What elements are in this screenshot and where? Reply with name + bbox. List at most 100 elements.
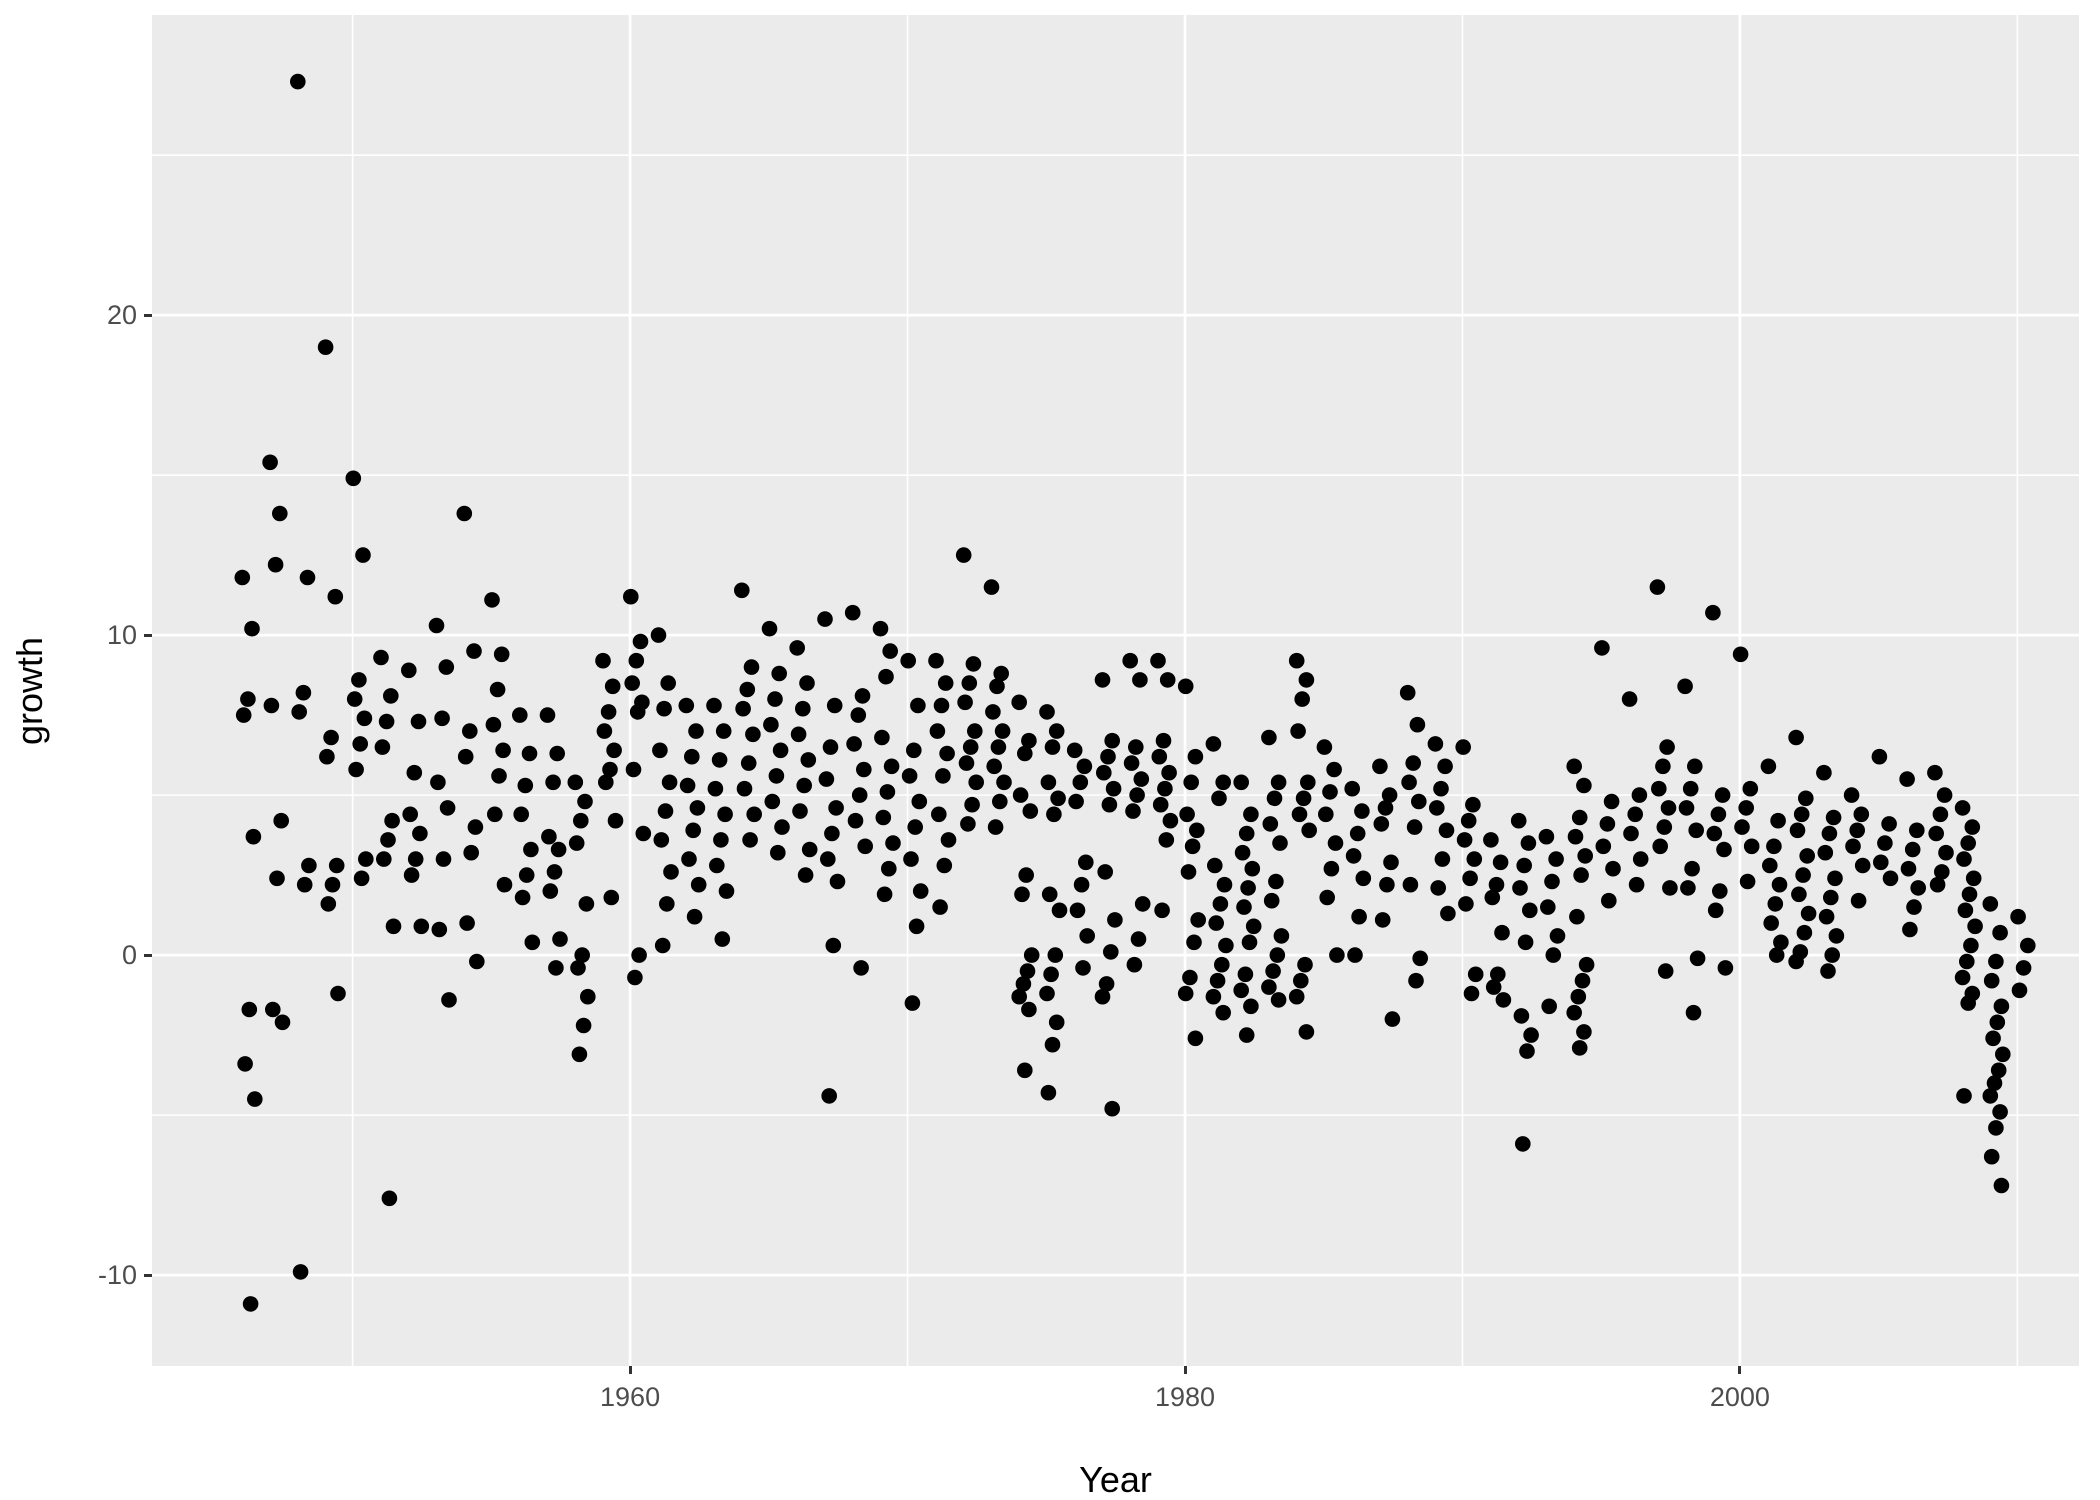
data-point <box>295 684 312 701</box>
data-point <box>1270 992 1287 1008</box>
data-point <box>799 675 815 691</box>
data-point <box>1662 880 1678 896</box>
data-point <box>1510 812 1527 829</box>
x-tick-label: 1960 <box>600 1382 661 1412</box>
data-point <box>548 960 564 976</box>
data-point <box>1993 998 2010 1015</box>
data-point <box>1743 838 1760 855</box>
data-point <box>853 960 869 976</box>
data-point <box>654 937 671 954</box>
data-point <box>1649 579 1666 595</box>
data-point <box>854 688 871 704</box>
data-point <box>1456 832 1473 848</box>
data-point <box>961 675 978 691</box>
data-point <box>962 739 979 755</box>
data-point <box>881 860 897 877</box>
data-point <box>320 896 337 912</box>
data-point <box>931 806 947 823</box>
y-tick-label: 20 <box>106 300 137 331</box>
data-point <box>428 617 445 634</box>
data-point <box>690 876 707 893</box>
data-point <box>1427 736 1444 752</box>
data-point <box>1345 848 1362 864</box>
data-point <box>235 707 252 723</box>
data-point <box>1993 1177 2010 1194</box>
data-point <box>932 899 948 915</box>
data-point <box>545 774 561 791</box>
plot-panel <box>152 15 2079 1366</box>
data-point <box>746 806 762 823</box>
data-point <box>290 73 306 90</box>
data-point <box>485 716 502 733</box>
data-point <box>679 777 696 794</box>
data-point <box>1677 678 1693 695</box>
data-point <box>378 713 395 730</box>
data-point <box>1631 787 1648 803</box>
data-point <box>301 857 317 874</box>
data-point <box>1577 848 1593 864</box>
data-point <box>1011 988 1027 1005</box>
data-point <box>462 723 478 739</box>
data-point <box>1849 822 1865 839</box>
data-point <box>262 454 278 471</box>
data-point <box>1218 937 1234 954</box>
data-point <box>1214 956 1230 973</box>
data-point <box>1932 806 1949 823</box>
data-point <box>438 659 455 675</box>
data-point <box>1355 870 1372 887</box>
data-point <box>910 697 926 714</box>
data-point <box>714 931 731 947</box>
data-point <box>439 800 456 816</box>
data-point <box>1567 828 1584 845</box>
data-point <box>1766 838 1782 855</box>
data-point <box>1960 995 1976 1011</box>
data-point <box>1073 876 1090 893</box>
data-point <box>1406 819 1423 835</box>
data-point <box>1098 976 1115 992</box>
data-point <box>1015 976 1032 992</box>
data-point <box>1566 758 1582 775</box>
data-point <box>689 800 706 816</box>
data-point <box>1818 908 1835 925</box>
data-point <box>1438 822 1455 839</box>
data-point <box>1126 956 1143 973</box>
x-tick-mark <box>1183 1366 1187 1374</box>
data-point <box>1268 873 1284 890</box>
data-point <box>1161 764 1177 781</box>
data-point <box>463 844 480 861</box>
data-point <box>1094 672 1111 688</box>
data-point <box>1541 998 1557 1015</box>
data-point <box>1961 886 1978 903</box>
data-point <box>715 723 732 739</box>
data-point <box>607 812 624 829</box>
data-point <box>348 761 364 778</box>
data-point <box>1190 912 1206 928</box>
data-point <box>1046 806 1062 823</box>
data-point <box>1044 1036 1061 1053</box>
data-point <box>772 742 789 759</box>
data-point <box>1485 979 1502 995</box>
data-point <box>960 816 976 832</box>
data-point <box>1964 819 1981 835</box>
data-point <box>1096 764 1112 781</box>
data-point <box>1685 1004 1702 1021</box>
data-point <box>345 470 362 487</box>
data-point <box>856 761 872 778</box>
data-point <box>523 841 539 858</box>
data-point <box>1051 902 1068 919</box>
data-point <box>381 1190 398 1207</box>
data-point <box>1512 880 1528 896</box>
y-tick-label: 0 <box>121 940 137 971</box>
data-point <box>1323 860 1340 877</box>
data-point <box>410 713 427 730</box>
data-point <box>234 569 251 586</box>
data-point <box>324 876 341 893</box>
data-point <box>567 774 584 791</box>
data-point <box>1039 704 1055 720</box>
data-point <box>993 665 1009 682</box>
data-point <box>718 883 735 899</box>
data-point <box>1466 851 1483 867</box>
data-point <box>1272 835 1288 851</box>
data-point <box>1076 758 1093 775</box>
data-point <box>1906 899 1922 915</box>
